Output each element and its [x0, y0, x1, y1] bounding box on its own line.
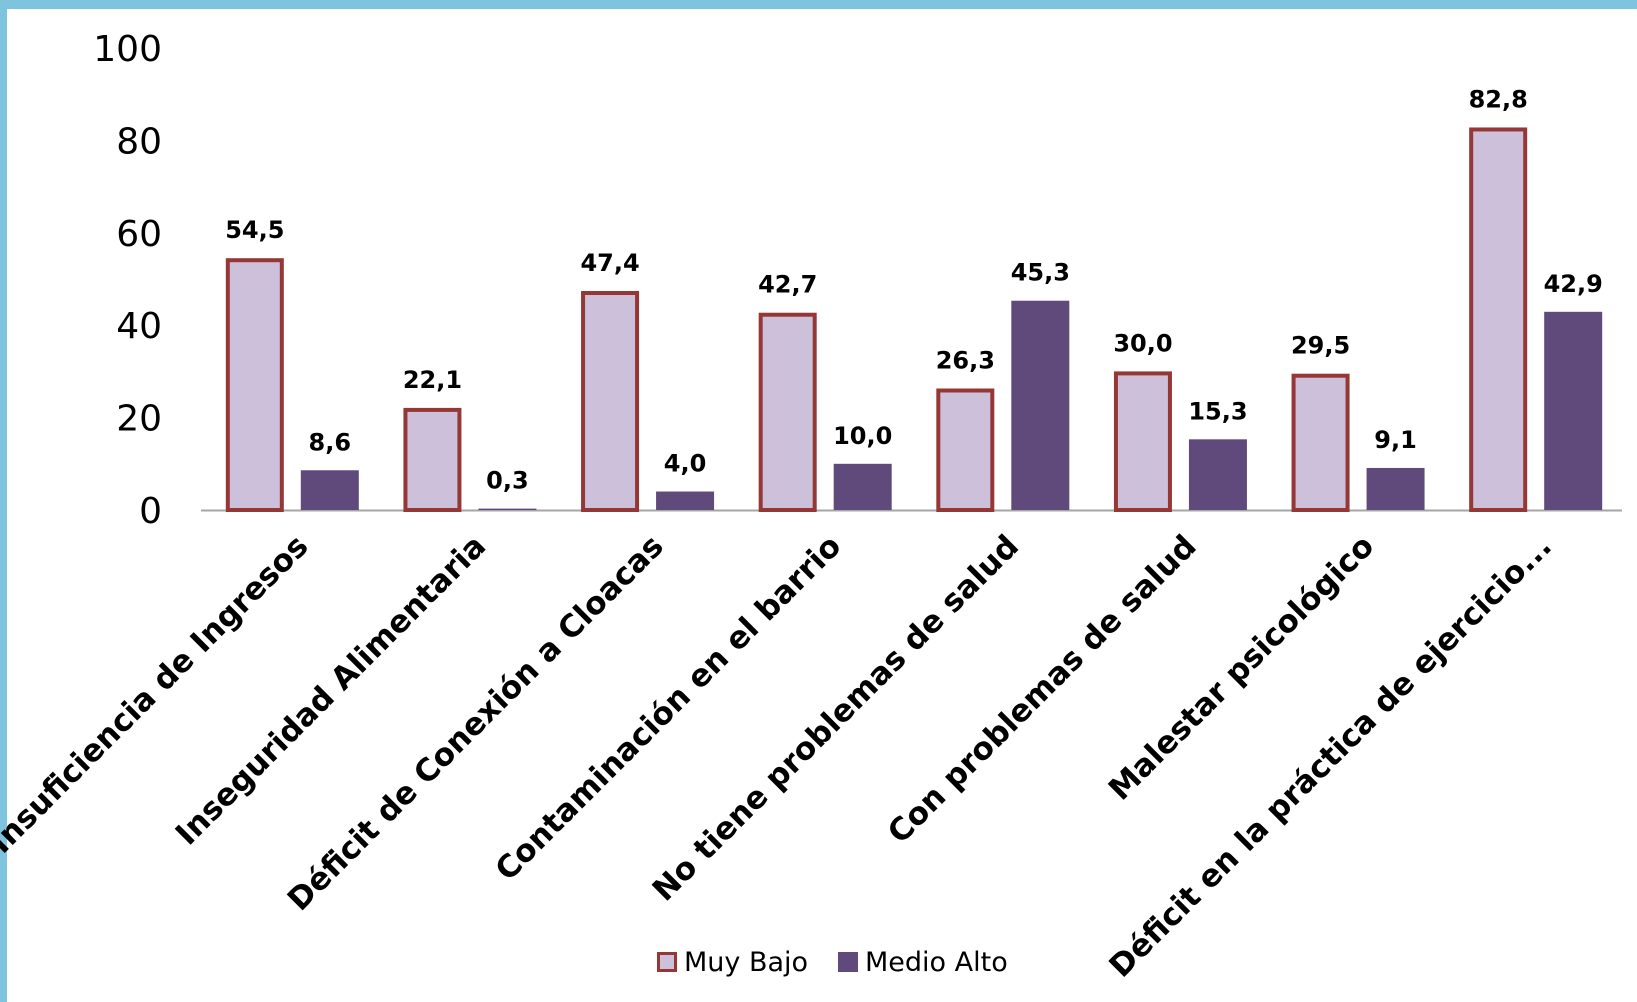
bar-muy-bajo [1469, 127, 1528, 513]
data-label: 47,4 [580, 249, 639, 277]
bar-medio-alto [1188, 439, 1247, 510]
legend-swatch-medio-alto [838, 952, 858, 972]
legend-label-medio-alto: Medio Alto [865, 947, 1008, 978]
y-tick-label: 40 [116, 306, 162, 347]
bar-muy-bajo [581, 291, 640, 512]
data-label: 45,3 [1011, 259, 1070, 287]
legend-swatch-muy-bajo [657, 952, 677, 972]
data-label: 9,1 [1374, 426, 1417, 454]
bar-muy-bajo [936, 388, 995, 512]
y-tick-label: 0 [139, 491, 162, 532]
data-label: 29,5 [1291, 332, 1350, 360]
data-label: 82,8 [1469, 85, 1528, 113]
data-label: 54,5 [225, 216, 284, 244]
y-tick-label: 80 [116, 121, 162, 162]
data-label: 10,0 [833, 422, 892, 450]
frame-top-border [0, 0, 1637, 9]
y-tick-label: 20 [116, 399, 162, 440]
bar-medio-alto [833, 463, 892, 510]
category-label: Con problemas de salud [881, 528, 1204, 851]
category-label: No tiene problemas de salud [646, 528, 1026, 908]
category-label: Insuficiencia de Ingresos [0, 528, 315, 861]
data-label: 26,3 [936, 346, 995, 374]
y-tick-label: 60 [116, 214, 162, 255]
bar-medio-alto [1011, 300, 1070, 510]
data-label: 42,9 [1544, 270, 1603, 298]
bar-muy-bajo [225, 258, 284, 512]
y-tick-label: 100 [93, 29, 162, 70]
bar-muy-bajo [1291, 373, 1350, 512]
data-label: 8,6 [309, 428, 352, 456]
data-label: 42,7 [758, 271, 817, 299]
bar-medio-alto [656, 491, 715, 510]
bar-medio-alto [478, 508, 537, 510]
category-label: Inseguridad Alimentaria [169, 528, 493, 852]
y-axis-tick-labels: 0 20 40 60 80 100 [93, 29, 162, 532]
legend-label-muy-bajo: Muy Bajo [684, 947, 808, 978]
legend: Muy Bajo Medio Alto [657, 947, 1008, 978]
data-label: 4,0 [664, 450, 707, 478]
data-label: 30,0 [1113, 329, 1172, 357]
data-labels: 54,5 8,6 22,1 0,3 47,4 4,0 42,7 10,0 26,3 45,3 30,… [225, 85, 1603, 494]
bar-muy-bajo [1113, 371, 1172, 512]
bars [225, 127, 1603, 513]
bar-medio-alto [300, 470, 359, 510]
bar-medio-alto [1544, 311, 1603, 510]
frame-left-border [0, 0, 7, 1002]
data-label: 15,3 [1188, 397, 1247, 425]
category-label: Contaminación en el barrio [489, 528, 849, 888]
data-label: 0,3 [486, 467, 529, 495]
category-label: Déficit de Conexión a Cloacas [281, 528, 671, 918]
bar-muy-bajo [758, 312, 817, 513]
bar-muy-bajo [403, 407, 462, 513]
bar-medio-alto [1366, 467, 1425, 510]
data-label: 22,1 [403, 366, 462, 394]
